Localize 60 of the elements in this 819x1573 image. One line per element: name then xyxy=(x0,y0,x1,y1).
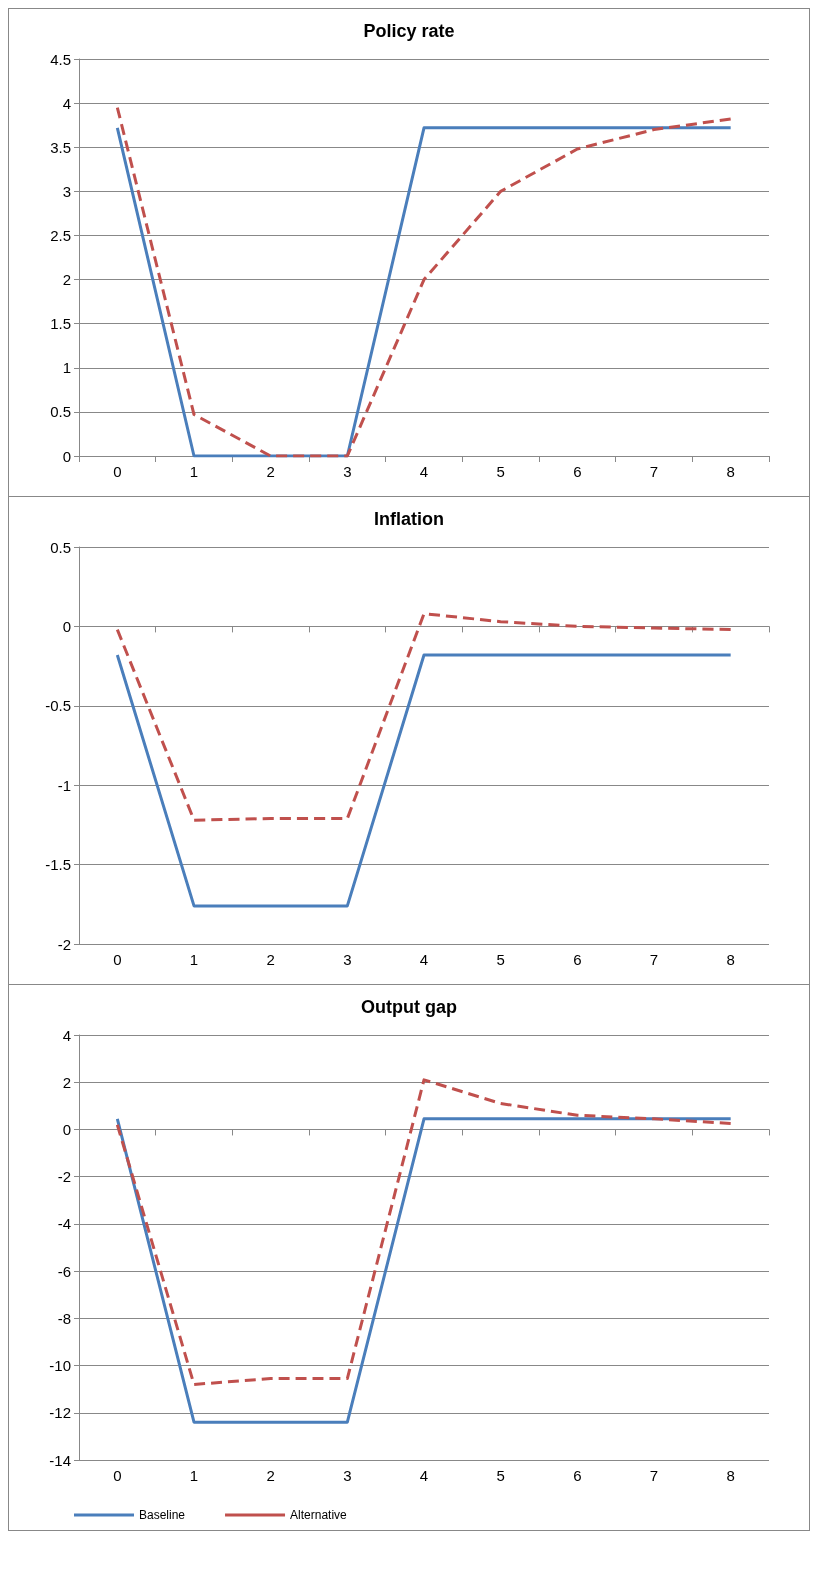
chart-title: Policy rate xyxy=(363,21,455,41)
chart-title: Output gap xyxy=(361,997,457,1017)
y-tick-label: -1 xyxy=(57,776,71,794)
x-tick-label: 8 xyxy=(726,1467,735,1484)
y-tick-label: -8 xyxy=(57,1309,71,1327)
y-tick-label: 1.5 xyxy=(50,315,71,333)
x-tick-label: 7 xyxy=(649,1467,659,1484)
x-tick-label: 6 xyxy=(573,951,582,968)
x-tick-label: 5 xyxy=(496,1467,505,1484)
x-tick-label: 5 xyxy=(496,951,505,968)
x-tick-label: 0 xyxy=(113,463,122,480)
y-tick-label: 0.5 xyxy=(50,538,71,556)
y-tick-label: -4 xyxy=(57,1215,71,1233)
x-tick-label: 2 xyxy=(266,463,275,480)
y-tick-label: 4.5 xyxy=(50,50,71,68)
x-tick-label: 4 xyxy=(419,951,429,968)
x-tick-label: 3 xyxy=(343,463,352,480)
x-tick-label: 5 xyxy=(496,463,505,480)
legend-label: Baseline xyxy=(139,1508,186,1522)
y-tick-label: 0.5 xyxy=(50,403,71,421)
x-tick-label: 1 xyxy=(189,1467,199,1484)
x-tick-label: 1 xyxy=(189,463,199,480)
y-tick-label: 0 xyxy=(62,1120,71,1138)
y-tick-label: -1.5 xyxy=(45,856,71,874)
x-tick-label: 8 xyxy=(726,951,735,968)
y-tick-label: 3.5 xyxy=(50,138,71,156)
x-tick-label: 0 xyxy=(113,951,122,968)
y-tick-label: 4 xyxy=(62,94,71,112)
x-tick-label: 6 xyxy=(573,463,582,480)
y-tick-label: 2 xyxy=(62,1073,71,1091)
x-tick-label: 4 xyxy=(419,1467,429,1484)
y-tick-label: -14 xyxy=(49,1451,71,1469)
x-tick-label: 2 xyxy=(266,951,275,968)
x-tick-label: 6 xyxy=(573,1467,582,1484)
x-tick-label: 4 xyxy=(419,463,429,480)
line-series xyxy=(115,1078,733,1386)
y-tick-label: -2 xyxy=(57,1168,71,1186)
y-tick-label: -12 xyxy=(49,1404,71,1422)
y-tick-label: -2 xyxy=(57,935,71,953)
y-tick-label: 4 xyxy=(62,1026,71,1044)
y-tick-label: -0.5 xyxy=(45,697,71,715)
legend-label: Alternative xyxy=(290,1508,348,1522)
line-series xyxy=(115,612,733,822)
x-tick-label: 8 xyxy=(726,463,735,480)
chart-title: Inflation xyxy=(374,509,444,529)
y-tick-label: 2.5 xyxy=(50,226,71,244)
x-tick-label: 0 xyxy=(113,1467,122,1484)
x-tick-label: 7 xyxy=(649,463,659,480)
y-tick-label: 0 xyxy=(62,447,71,465)
y-tick-label: 1 xyxy=(62,359,71,377)
y-tick-label: -6 xyxy=(57,1262,71,1280)
y-tick-label: 0 xyxy=(62,617,71,635)
x-tick-label: 3 xyxy=(343,951,352,968)
x-tick-label: 1 xyxy=(189,951,199,968)
x-tick-label: 7 xyxy=(649,951,659,968)
x-tick-label: 2 xyxy=(266,1467,275,1484)
y-tick-label: 3 xyxy=(62,182,71,200)
x-tick-label: 3 xyxy=(343,1467,352,1484)
y-tick-label: -10 xyxy=(49,1357,71,1375)
y-tick-label: 2 xyxy=(62,271,71,289)
